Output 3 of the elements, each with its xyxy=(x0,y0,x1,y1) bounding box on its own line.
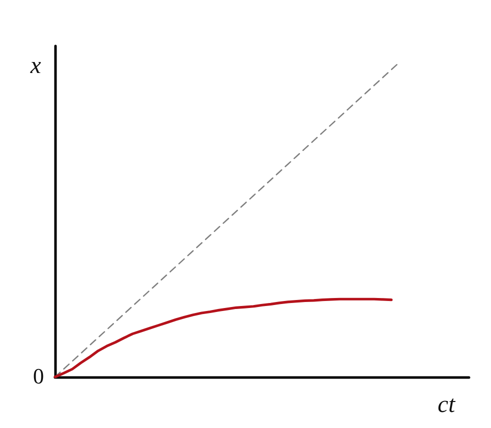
text: 0 xyxy=(33,364,44,388)
y-axis-title: x xyxy=(29,53,42,79)
x-axis-title: ct xyxy=(438,392,456,418)
